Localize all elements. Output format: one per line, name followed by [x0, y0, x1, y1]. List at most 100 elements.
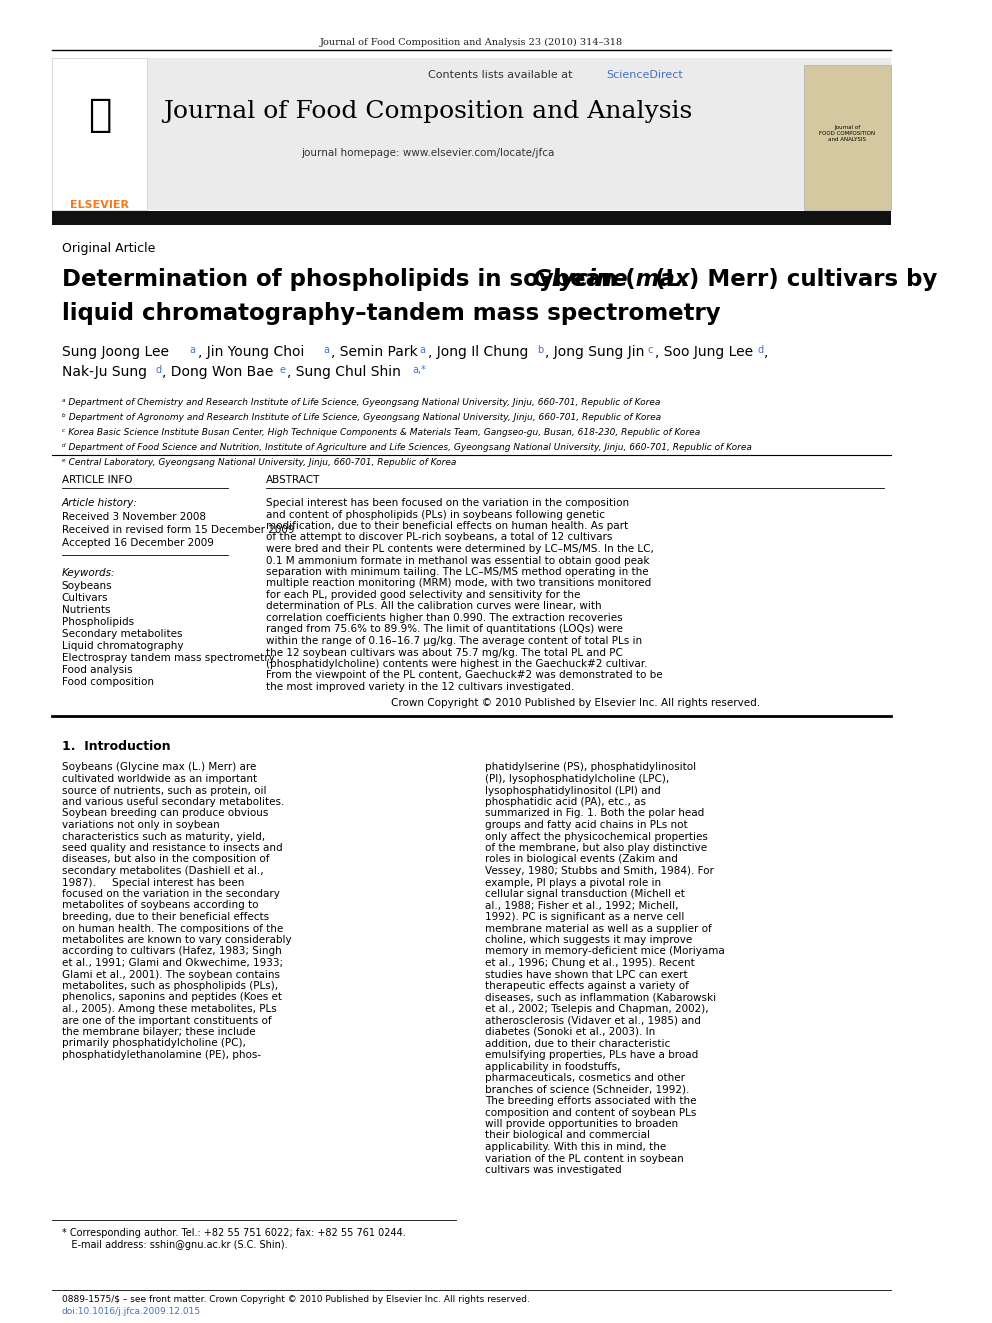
Text: ᵈ Department of Food Science and Nutrition, Institute of Agriculture and Life Sc: ᵈ Department of Food Science and Nutriti… [62, 443, 752, 452]
Text: separation with minimum tailing. The LC–MS/MS method operating in the: separation with minimum tailing. The LC–… [266, 568, 649, 577]
Text: atherosclerosis (Vidaver et al., 1985) and: atherosclerosis (Vidaver et al., 1985) a… [485, 1016, 701, 1025]
Text: correlation coefficients higher than 0.990. The extraction recoveries: correlation coefficients higher than 0.9… [266, 613, 623, 623]
Text: source of nutrients, such as protein, oil: source of nutrients, such as protein, oi… [62, 786, 266, 795]
Text: example, PI plays a pivotal role in: example, PI plays a pivotal role in [485, 877, 661, 888]
Text: the most improved variety in the 12 cultivars investigated.: the most improved variety in the 12 cult… [266, 681, 574, 692]
Text: the 12 soybean cultivars was about 75.7 mg/kg. The total PL and PC: the 12 soybean cultivars was about 75.7 … [266, 647, 623, 658]
Text: doi:10.1016/j.jfca.2009.12.015: doi:10.1016/j.jfca.2009.12.015 [62, 1307, 201, 1316]
Text: journal homepage: www.elsevier.com/locate/jfca: journal homepage: www.elsevier.com/locat… [302, 148, 555, 157]
Text: breeding, due to their beneficial effects: breeding, due to their beneficial effect… [62, 912, 269, 922]
Text: seed quality and resistance to insects and: seed quality and resistance to insects a… [62, 843, 283, 853]
Text: Keywords:: Keywords: [62, 568, 115, 578]
Text: e: e [280, 365, 286, 374]
Text: The breeding efforts associated with the: The breeding efforts associated with the [485, 1095, 696, 1106]
Text: Glami et al., 2001). The soybean contains: Glami et al., 2001). The soybean contain… [62, 970, 280, 979]
Text: , Sung Chul Shin: , Sung Chul Shin [288, 365, 401, 378]
Text: phatidylserine (PS), phosphatidylinositol: phatidylserine (PS), phosphatidylinosito… [485, 762, 696, 773]
Text: diseases, but also in the composition of: diseases, but also in the composition of [62, 855, 269, 864]
Text: Journal of
FOOD COMPOSITION
and ANALYSIS: Journal of FOOD COMPOSITION and ANALYSIS [819, 124, 875, 142]
Text: membrane material as well as a supplier of: membrane material as well as a supplier … [485, 923, 712, 934]
Text: Soybean breeding can produce obvious: Soybean breeding can produce obvious [62, 808, 268, 819]
Text: Special interest has been focused on the variation in the composition: Special interest has been focused on the… [266, 497, 629, 508]
Text: memory in memory-deficient mice (Moriyama: memory in memory-deficient mice (Moriyam… [485, 946, 725, 957]
Text: Food composition: Food composition [62, 677, 154, 687]
Text: et al., 1996; Chung et al., 1995). Recent: et al., 1996; Chung et al., 1995). Recen… [485, 958, 694, 968]
Text: Glycine max: Glycine max [533, 269, 689, 291]
Text: ᵃ Department of Chemistry and Research Institute of Life Science, Gyeongsang Nat: ᵃ Department of Chemistry and Research I… [62, 398, 661, 407]
Text: a: a [420, 345, 426, 355]
Text: groups and fatty acid chains in PLs not: groups and fatty acid chains in PLs not [485, 820, 687, 830]
Text: 1.  Introduction: 1. Introduction [62, 741, 171, 754]
Text: were bred and their PL contents were determined by LC–MS/MS. In the LC,: were bred and their PL contents were det… [266, 544, 654, 554]
Text: ranged from 75.6% to 89.9%. The limit of quantitations (LOQs) were: ranged from 75.6% to 89.9%. The limit of… [266, 624, 623, 635]
Text: only affect the physicochemical properties: only affect the physicochemical properti… [485, 831, 708, 841]
Text: modification, due to their beneficial effects on human health. As part: modification, due to their beneficial ef… [266, 521, 628, 531]
Text: studies have shown that LPC can exert: studies have shown that LPC can exert [485, 970, 687, 979]
Text: phosphatidylethanolamine (PE), phos-: phosphatidylethanolamine (PE), phos- [62, 1050, 261, 1060]
Text: ARTICLE INFO: ARTICLE INFO [62, 475, 132, 486]
Text: cellular signal transduction (Michell et: cellular signal transduction (Michell et [485, 889, 684, 900]
Text: (phosphatidylcholine) contents were highest in the Gaechuck#2 cultivar.: (phosphatidylcholine) contents were high… [266, 659, 648, 669]
Text: choline, which suggests it may improve: choline, which suggests it may improve [485, 935, 692, 945]
Text: ABSTRACT: ABSTRACT [266, 475, 320, 486]
Text: primarily phosphatidylcholine (PC),: primarily phosphatidylcholine (PC), [62, 1039, 246, 1049]
Text: al., 1988; Fisher et al., 1992; Michell,: al., 1988; Fisher et al., 1992; Michell, [485, 901, 679, 910]
Text: , Semin Park: , Semin Park [331, 345, 418, 359]
Text: a: a [323, 345, 329, 355]
Text: composition and content of soybean PLs: composition and content of soybean PLs [485, 1107, 696, 1118]
Text: et al., 1991; Glami and Okwechime, 1933;: et al., 1991; Glami and Okwechime, 1933; [62, 958, 283, 968]
Text: secondary metabolites (Dashiell et al.,: secondary metabolites (Dashiell et al., [62, 867, 264, 876]
Text: Accepted 16 December 2009: Accepted 16 December 2009 [62, 538, 213, 548]
Text: 1992). PC is significant as a nerve cell: 1992). PC is significant as a nerve cell [485, 912, 684, 922]
Text: et al., 2002; Tselepis and Chapman, 2002),: et al., 2002; Tselepis and Chapman, 2002… [485, 1004, 708, 1013]
Text: b: b [538, 345, 544, 355]
Text: (PI), lysophosphatidylcholine (LPC),: (PI), lysophosphatidylcholine (LPC), [485, 774, 670, 785]
Text: roles in biological events (Zakim and: roles in biological events (Zakim and [485, 855, 678, 864]
Text: variations not only in soybean: variations not only in soybean [62, 820, 219, 830]
Text: ,: , [764, 345, 768, 359]
Text: , Soo Jung Lee: , Soo Jung Lee [656, 345, 753, 359]
Text: of the membrane, but also play distinctive: of the membrane, but also play distincti… [485, 843, 707, 853]
Text: applicability. With this in mind, the: applicability. With this in mind, the [485, 1142, 667, 1152]
Text: Soybeans (Glycine max (L.) Merr) are: Soybeans (Glycine max (L.) Merr) are [62, 762, 256, 773]
Text: of the attempt to discover PL-rich soybeans, a total of 12 cultivars: of the attempt to discover PL-rich soybe… [266, 532, 613, 542]
Text: Determination of phospholipids in soybean (: Determination of phospholipids in soybea… [62, 269, 636, 291]
Text: on human health. The compositions of the: on human health. The compositions of the [62, 923, 283, 934]
Text: d: d [155, 365, 161, 374]
Text: branches of science (Schneider, 1992).: branches of science (Schneider, 1992). [485, 1085, 689, 1094]
Text: , Dong Won Bae: , Dong Won Bae [162, 365, 273, 378]
Text: metabolites of soybeans according to: metabolites of soybeans according to [62, 901, 258, 910]
Text: ELSEVIER: ELSEVIER [70, 200, 129, 210]
Text: determination of PLs. All the calibration curves were linear, with: determination of PLs. All the calibratio… [266, 602, 602, 611]
Text: Crown Copyright © 2010 Published by Elsevier Inc. All rights reserved.: Crown Copyright © 2010 Published by Else… [391, 697, 760, 708]
Text: for each PL, provided good selectivity and sensitivity for the: for each PL, provided good selectivity a… [266, 590, 580, 601]
Text: cultivars was investigated: cultivars was investigated [485, 1166, 622, 1175]
Text: summarized in Fig. 1. Both the polar head: summarized in Fig. 1. Both the polar hea… [485, 808, 704, 819]
Text: ScienceDirect: ScienceDirect [606, 70, 682, 79]
Text: Contents lists available at: Contents lists available at [428, 70, 576, 79]
Text: and various useful secondary metabolites.: and various useful secondary metabolites… [62, 796, 284, 807]
FancyBboxPatch shape [804, 65, 891, 210]
Text: From the viewpoint of the PL content, Gaechuck#2 was demonstrated to be: From the viewpoint of the PL content, Ga… [266, 671, 663, 680]
Text: the membrane bilayer; these include: the membrane bilayer; these include [62, 1027, 256, 1037]
Text: 0.1 M ammonium formate in methanol was essential to obtain good peak: 0.1 M ammonium formate in methanol was e… [266, 556, 650, 565]
Text: c: c [648, 345, 653, 355]
Text: liquid chromatography–tandem mass spectrometry: liquid chromatography–tandem mass spectr… [62, 302, 720, 325]
Text: Original Article: Original Article [62, 242, 155, 255]
Text: Vessey, 1980; Stubbs and Smith, 1984). For: Vessey, 1980; Stubbs and Smith, 1984). F… [485, 867, 714, 876]
Text: al., 2005). Among these metabolites, PLs: al., 2005). Among these metabolites, PLs [62, 1004, 277, 1013]
Text: Received in revised form 15 December 2009: Received in revised form 15 December 200… [62, 525, 295, 534]
FancyBboxPatch shape [53, 210, 891, 225]
Text: , Jong Il Chung: , Jong Il Chung [428, 345, 529, 359]
Text: are one of the important constituents of: are one of the important constituents of [62, 1016, 272, 1025]
Text: Food analysis: Food analysis [62, 665, 133, 675]
Text: Cultivars: Cultivars [62, 593, 108, 603]
Text: ᶜ Korea Basic Science Institute Busan Center, High Technique Components & Materi: ᶜ Korea Basic Science Institute Busan Ce… [62, 429, 700, 437]
Text: will provide opportunities to broaden: will provide opportunities to broaden [485, 1119, 679, 1129]
Text: Sung Joong Lee: Sung Joong Lee [62, 345, 169, 359]
FancyBboxPatch shape [53, 58, 148, 210]
Text: diabetes (Sonoki et al., 2003). In: diabetes (Sonoki et al., 2003). In [485, 1027, 656, 1037]
Text: and content of phospholipids (PLs) in soybeans following genetic: and content of phospholipids (PLs) in so… [266, 509, 605, 520]
Text: Soybeans: Soybeans [62, 581, 112, 591]
Text: 1987).     Special interest has been: 1987). Special interest has been [62, 877, 244, 888]
